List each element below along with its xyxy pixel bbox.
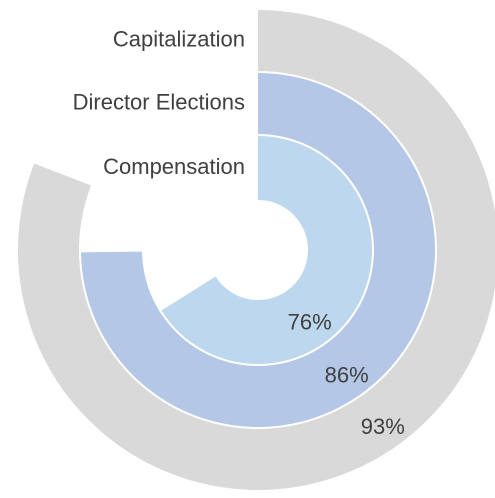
category-label: Compensation [103, 154, 245, 179]
ring-bar [81, 73, 435, 427]
ring-bar [161, 136, 372, 364]
value-label: 76% [288, 310, 332, 335]
category-label: Capitalization [113, 26, 245, 51]
category-label: Director Elections [73, 89, 245, 114]
value-label: 86% [325, 362, 369, 387]
value-label: 93% [361, 414, 405, 439]
